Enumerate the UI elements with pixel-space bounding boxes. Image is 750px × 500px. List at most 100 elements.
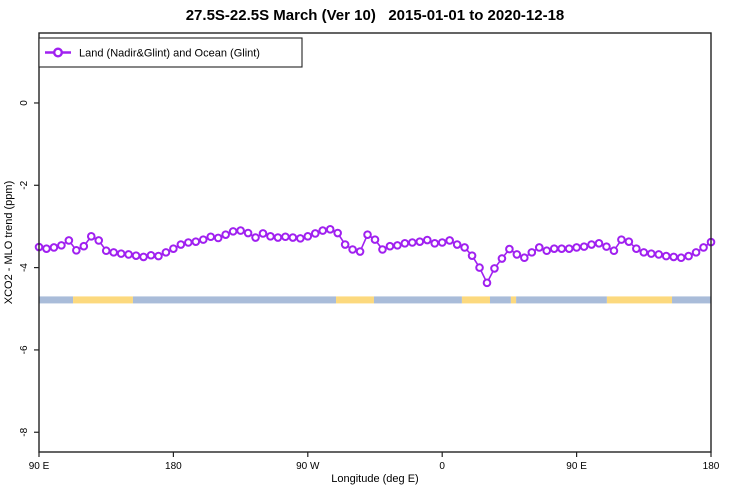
data-point xyxy=(266,232,275,241)
data-point xyxy=(116,249,126,258)
data-point xyxy=(243,228,253,238)
data-point xyxy=(564,244,574,253)
data-point xyxy=(549,244,559,253)
data-point xyxy=(467,251,477,260)
data-point xyxy=(430,239,440,248)
data-point xyxy=(617,235,626,244)
chart-title: 27.5S-22.5S March (Ver 10) 2015-01-01 to… xyxy=(185,7,565,24)
data-point xyxy=(646,249,656,258)
data-point xyxy=(639,248,649,257)
data-point xyxy=(57,241,66,250)
data-point xyxy=(452,240,462,249)
data-point xyxy=(482,278,492,288)
data-point xyxy=(699,243,708,252)
data-point xyxy=(184,238,193,247)
data-point xyxy=(333,228,342,238)
data-point xyxy=(139,252,148,262)
surface-band-segment-land xyxy=(73,296,133,304)
x-tick-label: 90 W xyxy=(296,461,320,472)
data-point xyxy=(676,253,686,263)
data-point xyxy=(251,233,260,242)
data-point xyxy=(124,250,133,259)
data-point xyxy=(415,237,425,246)
data-point xyxy=(288,233,298,242)
x-tick-label: 180 xyxy=(703,461,720,472)
data-point xyxy=(370,235,380,244)
data-point xyxy=(624,237,634,246)
data-point xyxy=(101,246,111,256)
data-point xyxy=(512,250,522,259)
surface-band-segment-ocean xyxy=(132,296,337,304)
data-point xyxy=(176,240,186,249)
data-point xyxy=(437,238,447,247)
data-point xyxy=(602,242,611,251)
data-point xyxy=(206,232,216,242)
data-point xyxy=(579,242,589,251)
surface-band-segment-ocean xyxy=(373,296,462,304)
x-tick-label: 0 xyxy=(439,461,445,472)
data-point xyxy=(587,240,596,249)
data-point xyxy=(355,247,365,256)
data-point xyxy=(400,239,410,248)
data-point xyxy=(236,226,245,235)
data-point xyxy=(385,241,395,251)
x-tick-label: 90 E xyxy=(566,461,587,472)
data-point xyxy=(86,232,96,241)
data-point xyxy=(527,248,537,257)
data-point xyxy=(393,241,402,250)
data-point xyxy=(191,237,201,246)
data-point xyxy=(609,246,619,256)
data-point xyxy=(460,243,469,252)
y-tick-label: -8 xyxy=(19,427,30,436)
data-point xyxy=(408,238,417,247)
data-point xyxy=(318,226,328,235)
data-point xyxy=(79,241,89,251)
data-point xyxy=(42,244,51,253)
data-point xyxy=(228,227,238,236)
surface-band-segment-land xyxy=(606,296,673,304)
data-point xyxy=(198,235,208,244)
data-point xyxy=(490,264,499,273)
data-point xyxy=(340,240,350,249)
surface-band-segment-ocean xyxy=(516,296,607,304)
data-point xyxy=(572,243,581,252)
data-point xyxy=(146,250,156,260)
data-point xyxy=(632,244,641,253)
data-point xyxy=(669,252,678,262)
data-point xyxy=(661,251,671,261)
data-point xyxy=(348,245,357,254)
surface-band-segment-ocean xyxy=(39,296,74,304)
data-point xyxy=(64,236,74,245)
data-point xyxy=(213,233,223,243)
data-point xyxy=(475,263,484,272)
surface-band-segment-ocean xyxy=(489,296,511,304)
x-axis-title: Longitude (deg E) xyxy=(331,473,419,485)
surface-band-segment-land xyxy=(461,296,490,304)
surface-band-segment-ocean xyxy=(672,296,711,304)
surface-band-segment-land xyxy=(510,296,517,304)
data-point xyxy=(154,251,163,261)
y-axis-title: XCO2 - MLO trend (ppm) xyxy=(3,181,15,304)
data-point xyxy=(497,254,507,263)
data-point xyxy=(542,246,552,256)
data-point xyxy=(131,251,141,260)
data-point xyxy=(281,232,290,242)
data-point xyxy=(310,229,320,238)
data-point xyxy=(258,229,268,238)
data-point xyxy=(325,225,335,234)
data-point xyxy=(594,239,604,248)
data-point xyxy=(161,248,171,257)
data-point xyxy=(422,235,432,245)
data-point xyxy=(445,236,454,245)
data-point xyxy=(72,246,81,255)
data-point xyxy=(505,244,514,254)
data-point xyxy=(273,233,283,242)
plot-border xyxy=(38,32,712,453)
x-tick-label: 90 E xyxy=(29,461,50,472)
data-point xyxy=(221,230,230,239)
legend-label: Land (Nadir&Glint) and Ocean (Glint) xyxy=(79,48,260,60)
data-point xyxy=(378,245,387,254)
data-point xyxy=(557,244,566,253)
surface-band-segment-land xyxy=(336,296,374,304)
